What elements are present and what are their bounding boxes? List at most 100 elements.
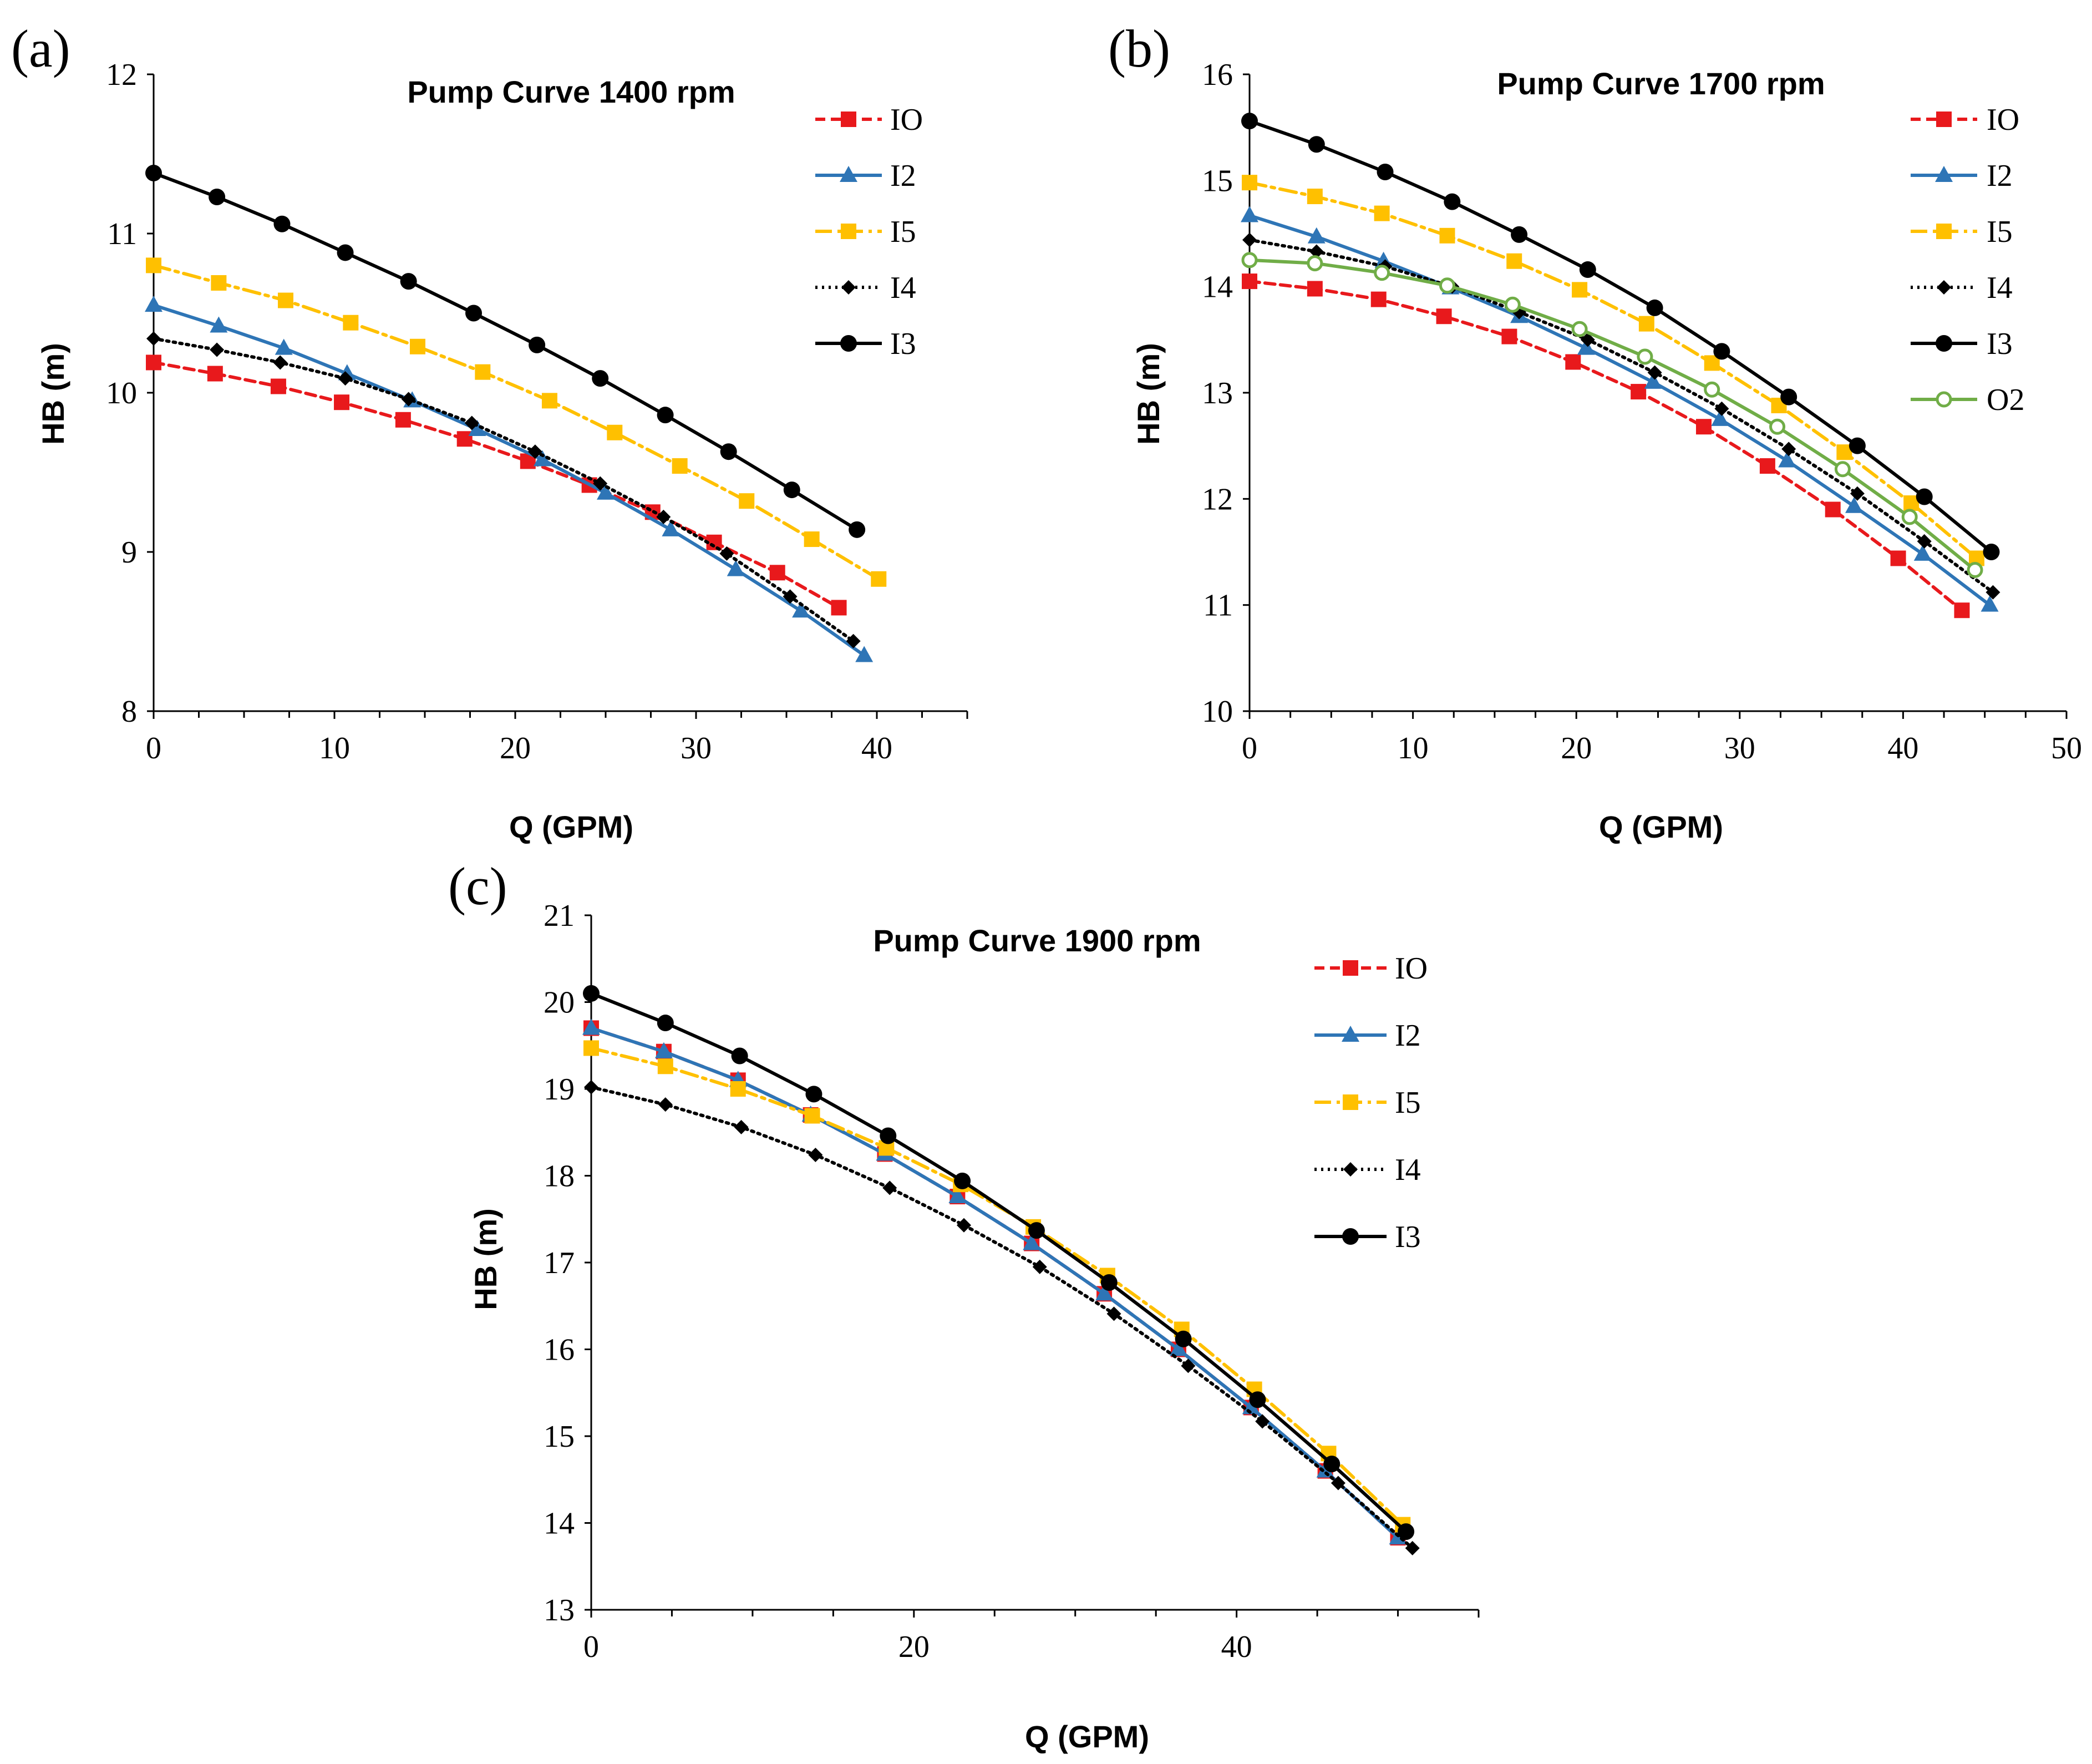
data-point: [1241, 206, 1258, 222]
legend-marker: [1937, 280, 1951, 295]
data-point: [739, 493, 755, 509]
data-point: [1309, 244, 1324, 259]
data-point: [1370, 291, 1387, 307]
data-point: [583, 985, 600, 1002]
series-i5: [146, 257, 887, 587]
legend-item-i2: I2: [1911, 159, 2013, 193]
series-line: [152, 303, 866, 657]
y-tick-label: 14: [1202, 270, 1233, 305]
data-point: [662, 520, 680, 536]
legend-label: I2: [1987, 159, 2013, 193]
series-line: [590, 991, 1408, 1534]
legend-marker: [1935, 166, 1953, 182]
data-point: [541, 393, 557, 409]
series-o2: [1241, 252, 1983, 579]
series-line: [1248, 258, 1977, 572]
legend-label: I2: [890, 159, 916, 193]
data-point: [1572, 282, 1588, 298]
data-point: [1175, 1330, 1192, 1347]
data-point: [1439, 277, 1455, 294]
data-point: [527, 444, 542, 459]
series-io: [1242, 273, 1970, 619]
data-point: [948, 1187, 967, 1204]
data-point: [1436, 308, 1452, 325]
data-point: [395, 412, 411, 428]
data-point: [1307, 255, 1323, 272]
legend-item-i2: I2: [815, 159, 916, 193]
data-point: [146, 354, 161, 371]
legend-label: I5: [890, 215, 916, 249]
data-point: [146, 257, 161, 273]
panel-label: (c): [448, 856, 507, 916]
data-point: [1565, 354, 1581, 370]
legend-marker: [840, 335, 857, 352]
data-point: [1241, 252, 1258, 268]
data-point: [210, 342, 225, 357]
data-point: [804, 1108, 820, 1124]
legend-marker: [841, 111, 856, 127]
x-tick-label: 20: [500, 731, 531, 766]
series-i3: [1241, 113, 2000, 560]
legend-label: I3: [1395, 1220, 1421, 1254]
data-point: [783, 481, 800, 499]
data-point: [401, 392, 416, 407]
chart-title: Pump Curve 1400 rpm: [407, 74, 735, 109]
data-point: [658, 1097, 673, 1112]
data-point: [1713, 343, 1730, 360]
data-point: [1916, 488, 1933, 505]
data-point: [954, 1172, 971, 1189]
series-i5: [1242, 175, 1984, 566]
data-point: [1377, 164, 1394, 181]
data-point: [465, 305, 483, 322]
data-point: [1711, 409, 1729, 426]
series-i5: [583, 1040, 1411, 1533]
data-point: [1638, 316, 1654, 332]
series-i4: [584, 1079, 1420, 1555]
data-point: [1631, 384, 1647, 400]
y-tick-label: 13: [1202, 376, 1233, 410]
data-point: [1323, 1456, 1340, 1473]
series-io: [146, 354, 847, 616]
series-line: [1248, 238, 1995, 594]
series-line: [590, 1026, 1400, 1540]
data-point: [597, 483, 615, 500]
legend-label: I4: [890, 271, 916, 305]
data-point: [1255, 1414, 1270, 1429]
data-point: [1249, 1391, 1266, 1408]
panel-label: (b): [1108, 19, 1170, 78]
panel-label: (a): [11, 19, 70, 78]
data-point: [654, 1042, 673, 1058]
legend-item-i3: I3: [1314, 1220, 1421, 1254]
legend-marker: [841, 224, 856, 239]
series-line: [1248, 214, 1992, 607]
series-line: [1248, 119, 1993, 554]
legend-item-i3: I3: [815, 327, 916, 361]
data-point: [1577, 338, 1595, 355]
data-point: [146, 331, 161, 346]
legend-item-i4: I4: [1911, 271, 2013, 305]
x-tick-label: 0: [1242, 731, 1257, 766]
legend-label: IO: [1987, 103, 2019, 137]
data-point: [1095, 1284, 1114, 1301]
data-point: [808, 1147, 823, 1162]
data-point: [1637, 348, 1653, 365]
data-point: [1954, 602, 1970, 619]
chart-panel-1: (a) 8 9 10 11 12 0 10 20 30 40 Pump Curve 1400 rpm Q…: [11, 19, 968, 844]
data-point: [1890, 550, 1906, 566]
data-point: [1913, 544, 1932, 561]
legend-label: O2: [1987, 383, 2024, 417]
legend-item-i5: I5: [815, 215, 916, 249]
data-point: [1308, 136, 1325, 153]
x-tick-label: 30: [681, 731, 712, 766]
data-point: [855, 646, 874, 662]
data-point: [273, 215, 291, 232]
data-point: [533, 450, 551, 467]
legend-marker: [1936, 335, 1952, 352]
data-point: [1504, 296, 1521, 313]
series-line: [1248, 280, 1964, 612]
data-point: [831, 600, 847, 616]
data-point: [657, 1015, 674, 1032]
data-point: [211, 275, 227, 291]
series-i3: [583, 985, 1415, 1540]
